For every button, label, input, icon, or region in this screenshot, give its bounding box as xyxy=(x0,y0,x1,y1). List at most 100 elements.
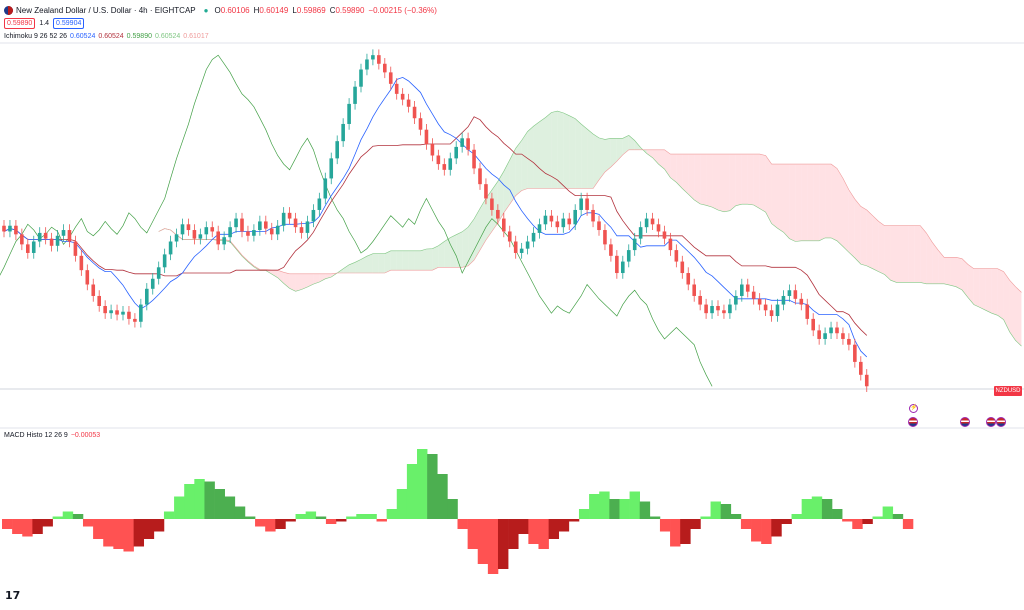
macd-histogram-bar xyxy=(791,514,802,519)
macd-histogram-bar xyxy=(690,519,701,529)
ichimoku-cloud-segment xyxy=(390,250,397,271)
macd-histogram-bar xyxy=(477,519,489,564)
ichimoku-cloud-segment xyxy=(783,164,790,239)
ichimoku-cloud-segment xyxy=(747,154,754,205)
macd-histogram-bar xyxy=(710,501,721,519)
ichimoku-cloud-segment xyxy=(366,253,373,274)
candle-body xyxy=(621,261,625,274)
macd-histogram-bar xyxy=(417,449,428,519)
candle-body xyxy=(442,164,447,170)
macd-histogram-bar xyxy=(153,519,165,532)
ichimoku-cloud-segment xyxy=(944,257,951,286)
lightning-event-icon[interactable]: ⚡ xyxy=(909,404,918,413)
ichimoku-cloud-segment xyxy=(480,198,486,251)
macd-histogram-bar xyxy=(720,504,732,519)
candle-body xyxy=(466,138,470,150)
ichimoku-kijun-line xyxy=(3,116,868,336)
ichimoku-cloud-segment xyxy=(902,225,909,283)
macd-histogram-bar xyxy=(518,519,529,534)
ichimoku-cloud-segment xyxy=(604,138,611,172)
ichimoku-cloud-segment xyxy=(723,154,730,212)
ichimoku-span-a xyxy=(158,110,1022,347)
ichimoku-legend[interactable]: Ichimoku 9 26 52 26 0.60524 0.60524 0.59… xyxy=(4,33,209,40)
macd-histogram-bar xyxy=(680,519,691,544)
candle-body xyxy=(490,198,494,210)
us-flag-event-icon[interactable] xyxy=(908,417,918,427)
candle-body xyxy=(103,306,107,314)
macd-histogram-bar xyxy=(315,516,327,519)
ichimoku-cloud-segment xyxy=(450,234,457,268)
ichimoku-cloud-segment xyxy=(438,241,445,268)
candle-body xyxy=(377,55,381,64)
ichimoku-cloud-segment xyxy=(1009,280,1016,341)
ichimoku-cloud-segment xyxy=(765,155,772,224)
candle-body xyxy=(14,225,18,235)
candle-body xyxy=(133,318,137,322)
candle-body xyxy=(686,273,691,285)
candle-body xyxy=(91,284,96,296)
candle-body xyxy=(793,290,798,299)
candle-body xyxy=(109,310,113,314)
macd-histogram-bar xyxy=(2,519,13,529)
macd-histogram-bar xyxy=(599,491,610,519)
sell-price-button[interactable]: 0.59890 xyxy=(4,18,36,29)
candle-body xyxy=(579,198,583,210)
candle-body xyxy=(418,118,423,130)
candle-body xyxy=(484,184,488,199)
candle-body xyxy=(656,224,661,232)
macd-histogram-bar xyxy=(22,519,33,537)
candle-body xyxy=(507,231,512,242)
macd-histogram-bar xyxy=(82,519,94,527)
ichimoku-cloud-segment xyxy=(491,181,498,232)
macd-histogram-bar xyxy=(811,496,823,519)
candle-body xyxy=(79,255,84,271)
macd-histogram-bar xyxy=(174,496,185,519)
symbol-title[interactable]: New Zealand Dollar / U.S. Dollar · 4h · … xyxy=(16,5,196,15)
macd-histogram-bar xyxy=(204,481,215,519)
candle-body xyxy=(644,218,649,228)
ichimoku-cloud-segment xyxy=(456,231,463,268)
candle-body xyxy=(859,361,863,375)
ichimoku-cloud-segment xyxy=(325,273,332,279)
us-flag-event-icon[interactable] xyxy=(996,417,1006,427)
candle-body xyxy=(537,224,542,233)
macd-histogram-bar xyxy=(862,519,873,524)
candle-body xyxy=(168,241,173,255)
candle-body xyxy=(424,129,429,145)
ichimoku-cloud-segment xyxy=(539,117,546,189)
ichimoku-cloud-segment xyxy=(474,208,480,261)
ichimoku-cloud-segment xyxy=(842,178,849,253)
buy-price-button[interactable]: 0.59904 xyxy=(53,18,85,29)
ichimoku-cloud-segment xyxy=(795,164,802,242)
ichimoku-cloud-segment xyxy=(735,154,742,206)
macd-histogram-bar xyxy=(346,516,357,519)
ichimoku-cloud-segment xyxy=(503,159,510,213)
candle-body xyxy=(329,158,334,179)
trade-price-boxes: 0.59890 1.4 0.59904 xyxy=(4,18,85,29)
candle-body xyxy=(674,250,679,262)
macd-histogram-bar xyxy=(497,519,509,569)
ichimoku-cloud-segment xyxy=(396,250,403,271)
candle-body xyxy=(448,158,453,170)
macd-legend[interactable]: MACD Histo 12 26 9 −0.00053 xyxy=(4,432,100,439)
candle-body xyxy=(668,238,673,251)
candle-body xyxy=(186,224,191,231)
macd-histogram-bar xyxy=(902,519,914,529)
candle-body xyxy=(472,149,476,169)
ichimoku-cloud-segment xyxy=(706,154,713,208)
candle-body xyxy=(811,318,815,331)
ichimoku-cloud-segment xyxy=(628,135,635,150)
candle-body xyxy=(156,267,161,279)
macd-histogram-bar xyxy=(133,519,145,547)
us-flag-event-icon[interactable] xyxy=(960,417,970,427)
us-flag-event-icon[interactable] xyxy=(986,417,996,427)
candle-body xyxy=(234,218,238,228)
candle-body xyxy=(406,99,411,107)
candle-body xyxy=(734,295,738,305)
macd-histogram-bar xyxy=(103,519,114,547)
candle-body xyxy=(722,310,726,314)
ichimoku-cloud-segment xyxy=(301,273,308,290)
candle-body xyxy=(864,374,869,387)
macd-histogram-bar xyxy=(113,519,124,549)
